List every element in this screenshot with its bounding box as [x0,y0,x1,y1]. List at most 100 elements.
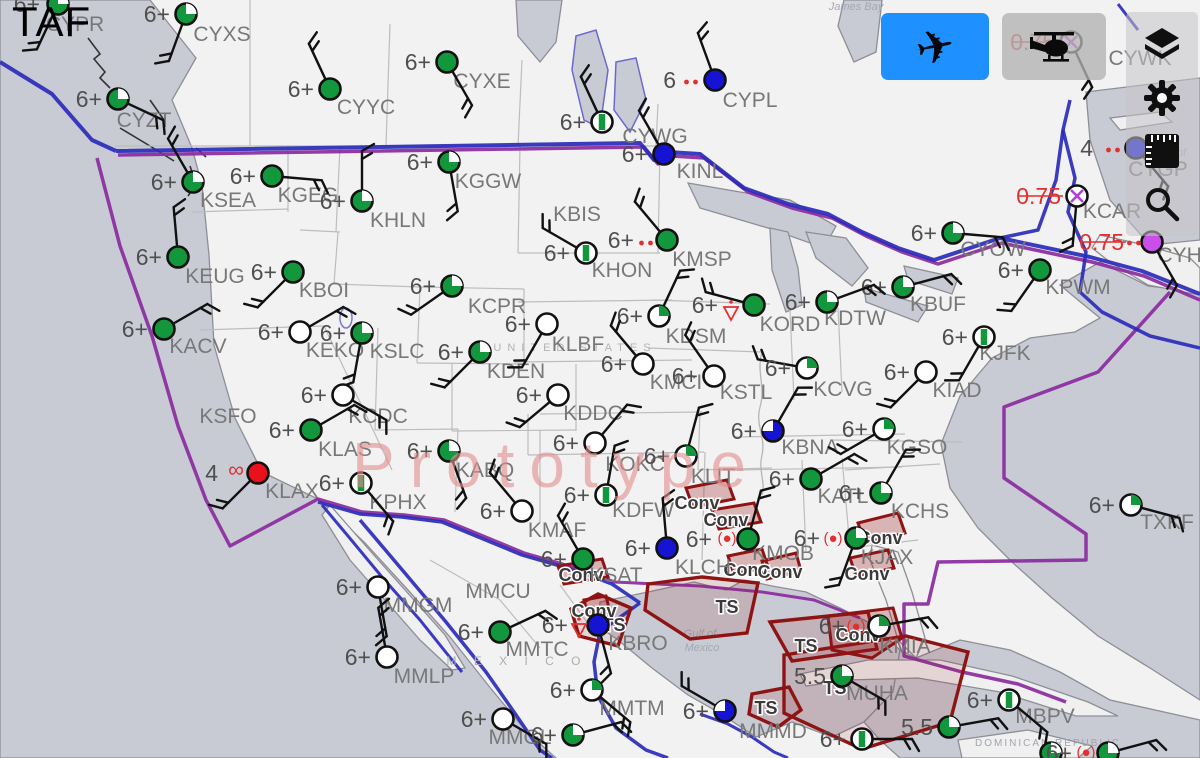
helicopter-mode-button[interactable] [1002,13,1106,80]
station-marker[interactable]: 6+ (●) [819,613,939,639]
station-marker[interactable]: 6+ [839,444,922,506]
station-marker[interactable]: 0.75 [1079,229,1180,299]
station-marker[interactable]: 5.5 [901,714,1009,740]
station-marker[interactable]: 6+ [827,416,896,458]
station-marker[interactable]: 6+ [911,220,1010,252]
station-marker[interactable]: 6+ [14,0,70,56]
station-marker[interactable]: 6+ [320,320,374,389]
station-marker[interactable]: 6+ [461,706,553,758]
airport-code-label: CYHZ [1157,244,1200,267]
ts-sigmet-polygon[interactable] [643,575,761,641]
station-marker[interactable]: 6+ [876,359,938,412]
station-marker[interactable]: 6+ [617,264,696,329]
visibility-label: 6+ [541,546,567,572]
station-marker[interactable]: 6+ [345,597,399,670]
station-marker[interactable]: 6+ [731,382,814,444]
airplane-mode-button[interactable]: ✈ [881,13,989,80]
helicopter-icon [1030,31,1074,62]
airport-code-label: KGSO [887,436,948,459]
conv-sigmet-polygon[interactable] [683,478,737,509]
station-marker[interactable]: 6+ [531,720,633,748]
visibility-label: 4 [205,460,218,486]
station-marker[interactable]: 6+ [622,97,676,167]
station-marker[interactable]: 6+ [672,321,726,389]
visibility-label: 6+ [438,339,464,365]
station-marker[interactable]: 6+ [537,212,598,266]
airport-code-label: KEUG [185,265,245,288]
station-marker[interactable]: 6+ [560,64,614,135]
station-marker[interactable]: 6+ [243,259,305,312]
visibility-label: 6+ [998,257,1024,283]
station-marker[interactable]: 6+ [269,402,368,444]
settings-button[interactable] [1140,76,1184,120]
ts-sigmet-polygon[interactable] [747,685,804,729]
station-marker[interactable]: 6+ [397,273,464,319]
station-marker[interactable]: 6+ [405,49,476,119]
station-marker[interactable]: 6+ [601,311,655,377]
station-marker[interactable]: 6+ [319,470,398,536]
station-marker[interactable]: 6+ [76,86,170,136]
conv-sigmet-polygon[interactable] [848,548,896,578]
airport-code-label: KSEA [200,189,256,212]
station-marker[interactable]: 6+ (●) [1046,738,1168,758]
station-marker[interactable]: 6+ [430,339,492,392]
station-marker[interactable]: 6+ (●) [686,484,776,552]
station-marker[interactable]: 6+ [320,142,376,214]
station-marker[interactable]: 6+ [542,612,613,685]
station-marker[interactable]: 6+ [258,304,357,346]
airport-code-label: KLAS [318,438,372,461]
station-marker[interactable]: 4 ∞ [205,457,270,513]
visibility-label: 6+ [785,289,811,315]
station-marker[interactable]: 6+ [942,324,996,386]
station-marker[interactable]: 6+ [151,125,205,195]
station-marker[interactable]: 6+ [144,1,198,68]
airport-code-label: KDDC [563,402,623,425]
station-marker[interactable]: 6+ [301,382,393,436]
station-marker[interactable]: 6+ [407,149,461,222]
station-marker[interactable]: 6+ [136,197,190,270]
station-marker[interactable]: 6+ [336,574,390,647]
conv-sigmet-polygon[interactable] [709,501,764,531]
station-marker[interactable]: 6+ [230,163,329,195]
conv-sigmet-polygon[interactable] [760,551,803,581]
station-marker[interactable]: 6+ (●) [794,525,868,592]
visibility-label: 6+ [601,351,627,377]
haze-icon: ∞ [228,457,244,482]
station-marker[interactable]: 6+ [967,687,1053,748]
station-marker[interactable]: 6+ [751,345,819,381]
station-marker[interactable]: 6+ [553,399,643,456]
station-marker[interactable] [1020,741,1063,758]
station-marker[interactable]: 6+ [564,439,629,508]
search-button[interactable] [1140,182,1184,226]
station-marker[interactable]: 0.75 [1016,183,1089,253]
station-marker[interactable]: 5.5 [794,663,891,717]
conv-sigmet-polygon[interactable] [582,594,612,618]
station-marker[interactable]: 6+ [407,438,469,510]
ruler-button[interactable] [1140,129,1184,173]
station-marker[interactable]: 6+ [288,31,342,102]
layers-button[interactable] [1140,23,1184,67]
station-marker[interactable]: 6+ [505,311,559,373]
station-marker[interactable]: 6+ [820,726,921,753]
station-marker[interactable]: 6+ [676,670,737,724]
station-marker[interactable]: 6+ [785,283,886,315]
station-marker[interactable]: 6+ [1089,492,1186,533]
station-marker[interactable]: 6+ [996,257,1052,317]
station-marker[interactable]: 6+ [480,458,534,524]
airport-code-label: KMAF [528,519,586,542]
station-marker[interactable]: 6+ [692,277,766,322]
station-marker[interactable]: 6 [663,21,727,93]
station-marker[interactable]: 6+ [505,382,570,432]
visibility-label: 6+ [319,470,345,496]
airport-code-label: MUHA [846,682,908,705]
visibility-label: 6+ [731,418,757,444]
station-marker[interactable]: 6+ [458,608,558,645]
station-marker[interactable]: 6+ [122,301,221,343]
conv-sigmet-polygon[interactable] [726,547,770,576]
station-marker[interactable]: 6+ [541,502,595,572]
station-marker[interactable]: 6+ [644,401,714,469]
station-marker[interactable]: 6+ [625,488,679,561]
station-marker[interactable]: 6+ [608,187,679,253]
airport-code-label: KINL [677,160,724,183]
